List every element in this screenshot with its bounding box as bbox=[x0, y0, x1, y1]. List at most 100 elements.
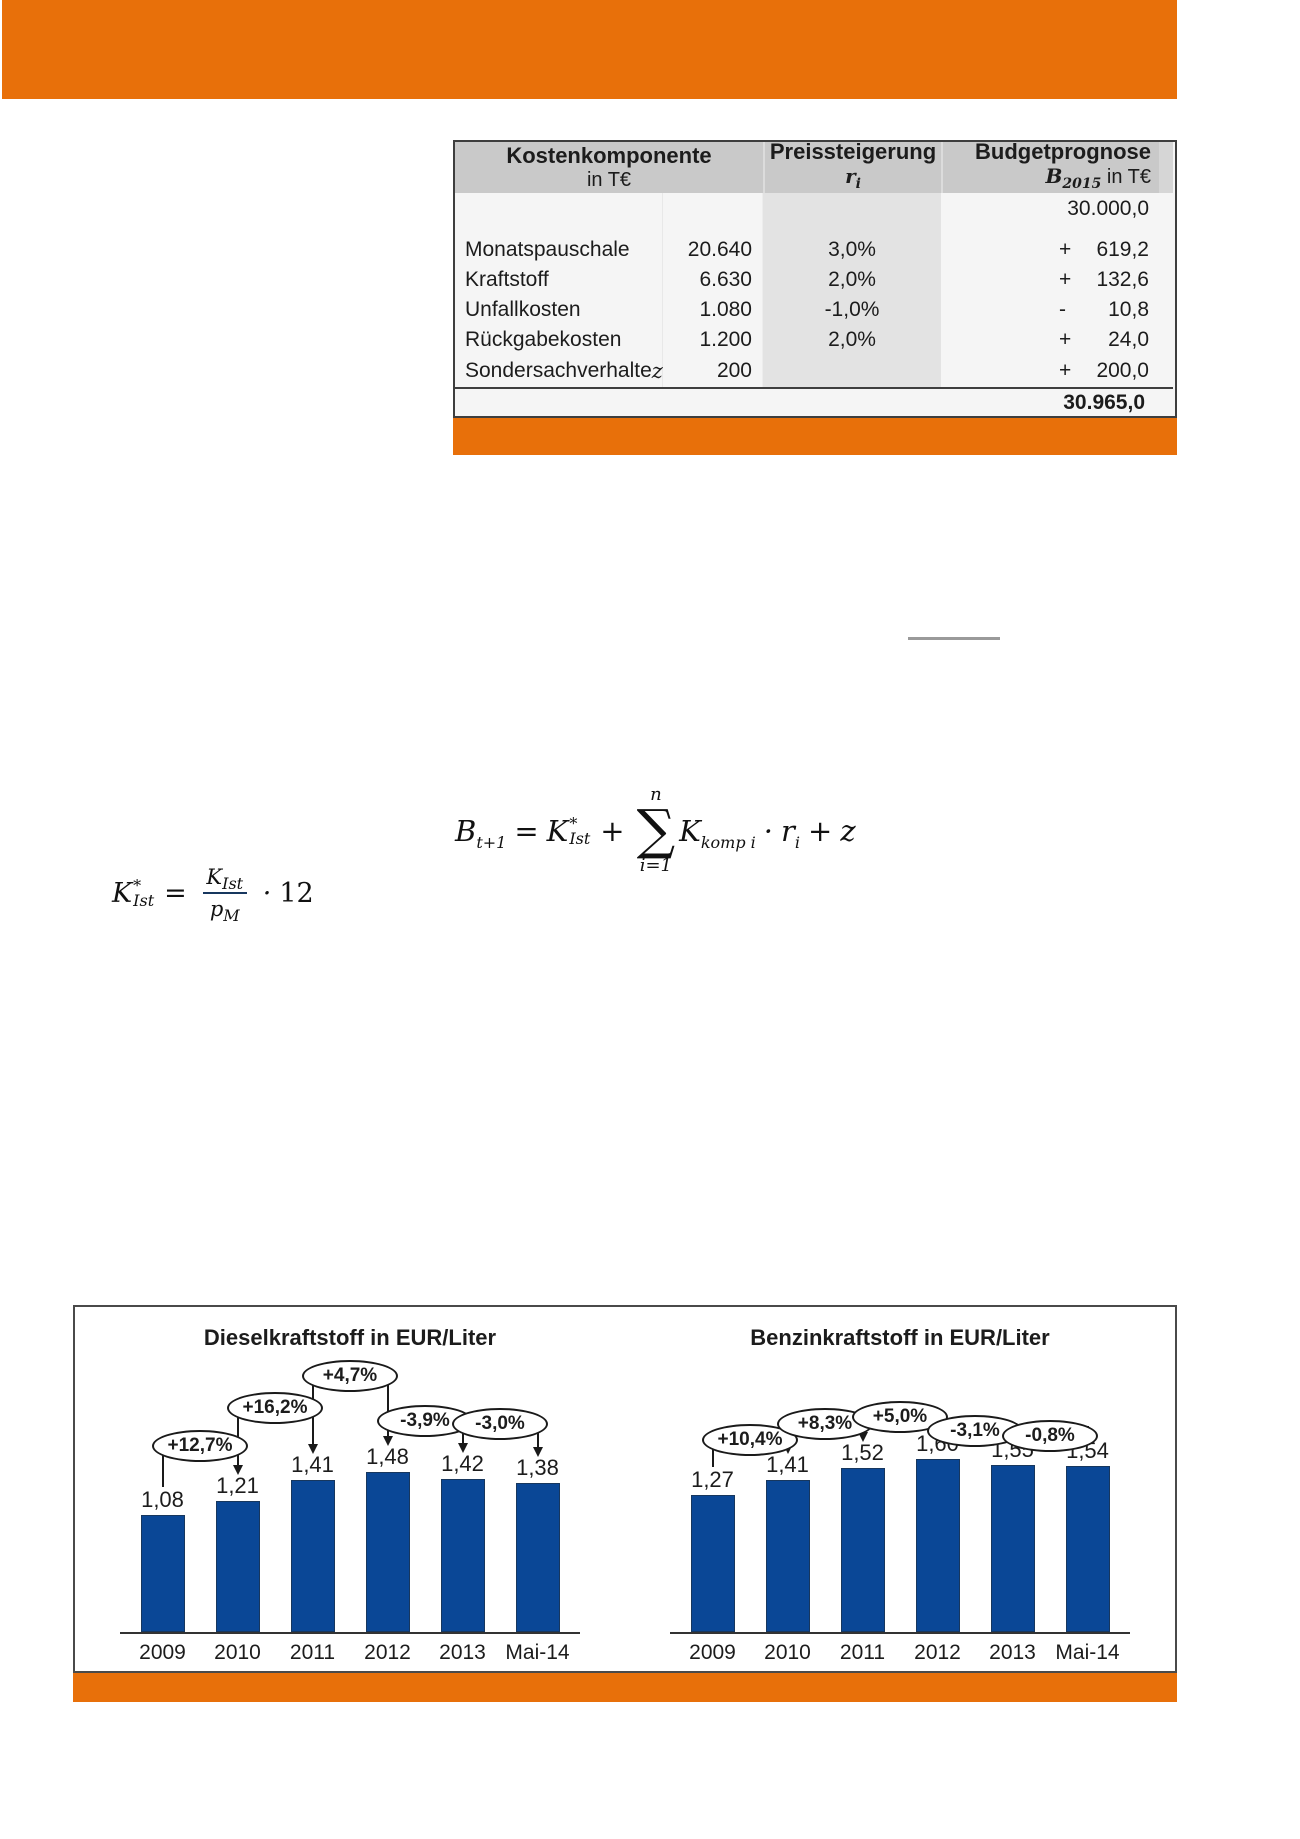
row-budget: +619,2 bbox=[1059, 238, 1149, 261]
bars-layer: 1,27 1,41 1,52 1,60 1,55 1,54 bbox=[675, 1352, 1125, 1632]
column-title: Preissteigerung bbox=[769, 138, 937, 164]
row-label: Sondersachverhalte z bbox=[455, 355, 663, 387]
bar bbox=[440, 1479, 485, 1632]
year-label: 2009 bbox=[139, 1641, 186, 1664]
column-symbol: B2015 in T€ bbox=[1045, 163, 1151, 192]
bar-column: 1,21 bbox=[200, 1473, 275, 1632]
row-label: Rückgabekosten bbox=[455, 325, 663, 355]
column-unit: in T€ bbox=[586, 168, 632, 191]
bar-column: 1,60 bbox=[900, 1431, 975, 1632]
bar-column: 1,41 bbox=[750, 1452, 825, 1632]
row-amount: 20.640 bbox=[663, 235, 763, 265]
bar-value-label: 1,52 bbox=[841, 1440, 884, 1465]
bar-value-label: 1,27 bbox=[691, 1467, 734, 1492]
connector-line bbox=[536, 1426, 539, 1448]
change-percentage-oval: +12,7% bbox=[152, 1430, 248, 1462]
bar-column: 1,27 bbox=[675, 1467, 750, 1632]
row-spacer bbox=[1159, 235, 1173, 265]
table-accent-bar bbox=[453, 418, 1177, 455]
row-amount: 1.200 bbox=[663, 325, 763, 355]
year-label: 2013 bbox=[439, 1641, 486, 1664]
annotation-layer: +12,7% +16,2% +4,7% -3,9% -3,0% bbox=[125, 1352, 575, 1632]
base-row-label bbox=[455, 193, 663, 235]
formula-kkomp-term: Kkomp i bbox=[679, 814, 756, 852]
row-amount: 1.080 bbox=[663, 295, 763, 325]
year-label: Mai-14 bbox=[505, 1641, 570, 1664]
annotation-layer: +10,4% +8,3% +5,0% -3,1% -0,8% bbox=[675, 1352, 1125, 1632]
arrow-down-icon bbox=[457, 1442, 468, 1453]
bar-value-label: 1,08 bbox=[141, 1487, 184, 1512]
bar bbox=[365, 1472, 410, 1632]
label-variable: z bbox=[651, 359, 663, 383]
year-label: 2009 bbox=[689, 1641, 736, 1664]
bar-column: 1,55 bbox=[975, 1437, 1050, 1632]
row-budget: +24,0 bbox=[1059, 328, 1149, 351]
row-budget: +132,6 bbox=[1059, 268, 1149, 291]
kist-formula: K * Ist = KIst pM · 12 bbox=[112, 864, 314, 926]
year-label: 2010 bbox=[214, 1641, 261, 1664]
formula-lhs: Bt+1 bbox=[455, 814, 507, 852]
base-row-spacer bbox=[1159, 193, 1173, 235]
row-spacer bbox=[1159, 325, 1173, 355]
bar-column: 1,54 bbox=[1050, 1438, 1125, 1632]
x-axis-labels: 2009 2010 2011 2012 2013 Mai-14 bbox=[675, 1641, 1125, 1665]
fuel-price-charts: Dieselkraftstoff in EUR/Liter +12,7% +16,… bbox=[73, 1305, 1177, 1673]
year-label: 2011 bbox=[289, 1641, 336, 1664]
bar bbox=[215, 1501, 260, 1632]
year-label: 2012 bbox=[364, 1641, 411, 1664]
header-accent-bar bbox=[2, 0, 1177, 99]
bar bbox=[1065, 1466, 1110, 1632]
fraction: KIst pM bbox=[202, 864, 247, 926]
denominator: pM bbox=[209, 897, 240, 926]
bar-column: 1,52 bbox=[825, 1440, 900, 1632]
column-symbol: ri bbox=[845, 163, 861, 192]
bar-value-label: 1,48 bbox=[366, 1444, 409, 1469]
bar bbox=[840, 1468, 885, 1632]
bar bbox=[915, 1459, 960, 1632]
column-title: Budgetprognose bbox=[975, 138, 1151, 164]
table-total: 30.965,0 bbox=[455, 387, 1173, 416]
bar-column: 1,48 bbox=[350, 1444, 425, 1632]
formula-r-term: ri bbox=[781, 814, 800, 852]
connector-line bbox=[386, 1378, 389, 1438]
arrow-down-icon bbox=[857, 1431, 868, 1442]
connector-line bbox=[386, 1423, 389, 1445]
change-percentage-oval: -0,8% bbox=[1002, 1420, 1098, 1452]
numerator: KIst bbox=[206, 865, 244, 894]
row-budget: -10,8 bbox=[1059, 298, 1149, 321]
table-header-spacer bbox=[1159, 142, 1173, 193]
chart-title: Dieselkraftstoff in EUR/Liter bbox=[203, 1325, 497, 1350]
bar bbox=[515, 1483, 560, 1632]
arrow-down-icon bbox=[382, 1436, 393, 1447]
row-label: Kraftstoff bbox=[455, 265, 663, 295]
connector-line bbox=[461, 1426, 464, 1451]
bar-value-label: 1,41 bbox=[291, 1452, 334, 1477]
arrow-down-icon bbox=[232, 1465, 243, 1476]
row-rate: 2,0% bbox=[763, 325, 941, 355]
change-percentage-oval: +5,0% bbox=[852, 1401, 948, 1433]
row-rate: 2,0% bbox=[763, 265, 941, 295]
formula-lhs: K bbox=[112, 877, 133, 909]
arrow-down-icon bbox=[532, 1446, 543, 1457]
base-row-amount bbox=[663, 193, 763, 235]
year-label: 2013 bbox=[989, 1641, 1036, 1664]
row-amount: 200 bbox=[663, 355, 763, 387]
bar-value-label: 1,42 bbox=[441, 1451, 484, 1476]
plot-area: +12,7% +16,2% +4,7% -3,9% -3,0% 1,08 1,21 1,41… bbox=[125, 1352, 575, 1632]
row-spacer bbox=[1159, 265, 1173, 295]
row-spacer bbox=[1159, 295, 1173, 325]
bar-value-label: 1,38 bbox=[516, 1455, 559, 1480]
bar-value-label: 1,21 bbox=[216, 1473, 259, 1498]
bar bbox=[990, 1465, 1035, 1632]
base-row-rate bbox=[763, 193, 941, 235]
chart-accent-bar bbox=[73, 1673, 1177, 1702]
year-label: 2012 bbox=[914, 1641, 961, 1664]
bars-layer: 1,08 1,21 1,41 1,48 1,42 1,38 bbox=[125, 1352, 575, 1632]
bar bbox=[765, 1480, 810, 1632]
bar-column: 1,42 bbox=[425, 1451, 500, 1632]
arrow-down-icon bbox=[307, 1443, 318, 1454]
row-label: Monatspauschale bbox=[455, 235, 663, 265]
table-header-kostenkomponente: Kostenkomponente in T€ bbox=[455, 142, 763, 193]
formula-kist-term: K bbox=[546, 814, 569, 848]
bar bbox=[690, 1495, 735, 1632]
